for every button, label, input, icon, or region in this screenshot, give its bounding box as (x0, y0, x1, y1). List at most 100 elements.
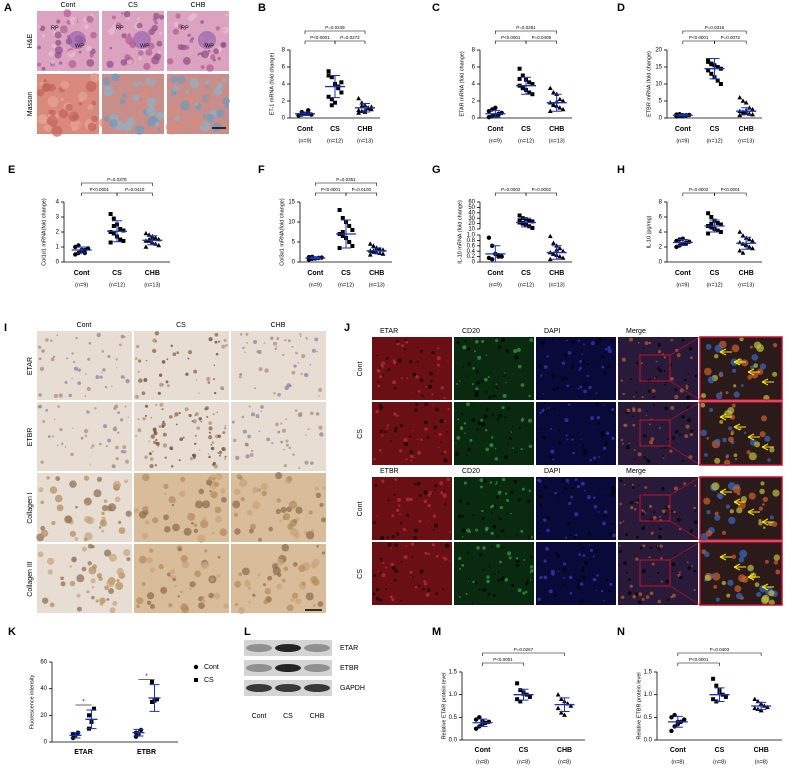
texture (504, 577, 509, 582)
texture (89, 53, 94, 58)
texture (207, 381, 211, 384)
texture (140, 89, 151, 100)
texture (467, 580, 470, 582)
texture (539, 411, 542, 415)
texture (279, 519, 283, 523)
texture (679, 575, 683, 580)
texture (291, 370, 296, 375)
texture (144, 404, 149, 408)
x-tick-label: CHB (549, 270, 564, 277)
texture (475, 528, 479, 532)
texture (414, 585, 418, 589)
texture (681, 414, 685, 419)
point (711, 697, 716, 702)
point (551, 102, 556, 108)
texture (727, 407, 735, 415)
zone-label: RP (51, 25, 59, 31)
texture (149, 75, 155, 81)
texture (645, 595, 650, 599)
texture (56, 19, 61, 24)
texture (461, 528, 466, 533)
point (380, 251, 386, 256)
texture (83, 428, 89, 434)
y-tick-label: 1.5 (449, 670, 458, 676)
texture (676, 353, 681, 358)
texture (549, 455, 554, 459)
texture (248, 405, 251, 408)
texture (528, 394, 531, 398)
p-value: P<0.0001 (90, 187, 110, 192)
texture (609, 582, 613, 586)
texture (85, 45, 93, 52)
texture (496, 386, 499, 390)
texture (434, 484, 438, 488)
texture (567, 522, 571, 526)
texture (148, 83, 153, 88)
texture (406, 513, 410, 517)
texture (658, 548, 661, 552)
texture (728, 516, 736, 525)
texture (427, 588, 431, 592)
texture (572, 519, 574, 521)
texture (214, 434, 219, 439)
texture (187, 357, 190, 360)
texture (652, 515, 657, 520)
y-tick-label: 0 (282, 116, 286, 122)
texture (601, 355, 605, 359)
error-bar (677, 114, 688, 117)
texture (464, 432, 466, 434)
texture (403, 437, 408, 443)
column-label: DAPI (544, 468, 560, 475)
texture (687, 372, 690, 375)
point (752, 696, 758, 701)
texture (417, 389, 421, 393)
texture (144, 414, 147, 417)
texture (305, 434, 307, 436)
texture (120, 449, 125, 454)
texture (418, 493, 422, 497)
blot-band (275, 684, 301, 692)
texture (485, 447, 490, 452)
texture (71, 126, 77, 132)
texture (642, 434, 647, 438)
texture (693, 569, 697, 573)
point (669, 728, 674, 734)
x-tick-label: CHB (145, 270, 160, 277)
texture (161, 422, 166, 427)
texture (651, 562, 655, 566)
texture (85, 81, 97, 93)
texture (263, 599, 268, 605)
texture (373, 458, 376, 461)
texture (153, 440, 157, 445)
texture (177, 595, 180, 598)
texture (310, 562, 318, 569)
texture (629, 584, 633, 588)
texture (204, 549, 208, 553)
texture (661, 509, 666, 514)
zoom-frame (699, 401, 783, 466)
texture (157, 50, 161, 54)
point (706, 68, 711, 73)
zoom-line (669, 445, 701, 466)
texture (611, 436, 615, 441)
point (560, 248, 566, 253)
texture (578, 542, 581, 546)
texture (489, 443, 494, 448)
texture (557, 429, 560, 432)
texture (672, 593, 676, 598)
texture (158, 424, 162, 428)
arrow (719, 553, 732, 561)
texture (387, 542, 392, 547)
texture (484, 377, 488, 382)
texture (71, 377, 73, 380)
texture (166, 384, 170, 388)
texture (621, 595, 625, 599)
texture (499, 560, 502, 564)
texture (561, 361, 566, 365)
texture (118, 521, 122, 524)
texture (172, 85, 179, 92)
texture (582, 382, 587, 386)
texture (603, 510, 608, 514)
texture (477, 355, 482, 360)
texture (56, 504, 64, 512)
